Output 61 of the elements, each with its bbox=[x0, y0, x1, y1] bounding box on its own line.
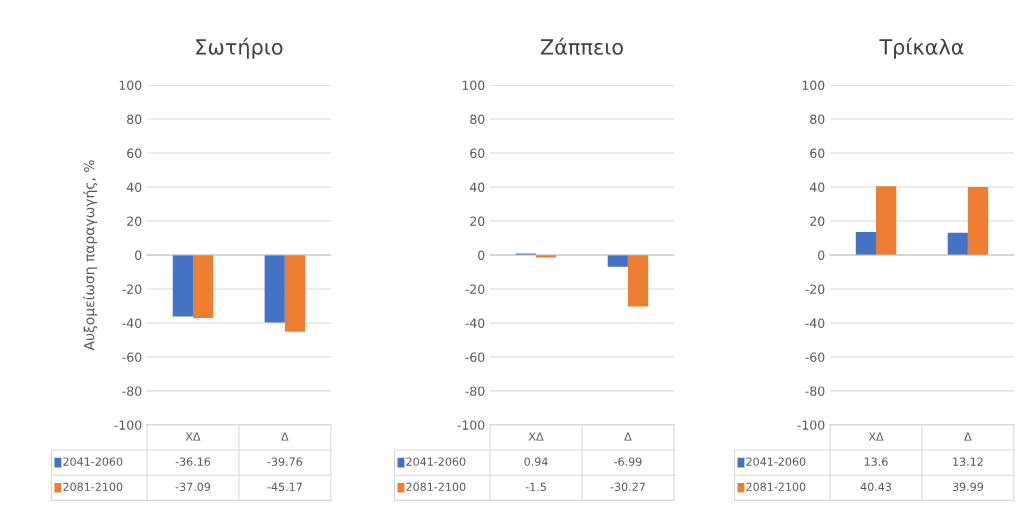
data-label: 39.99 bbox=[952, 482, 984, 491]
data-label: -6.99 bbox=[614, 457, 642, 466]
data-label: -36.16 bbox=[175, 457, 211, 466]
y-tick-label: -20 bbox=[465, 284, 485, 294]
legend-label: 2081-2100 bbox=[63, 482, 123, 491]
y-tick-label: -60 bbox=[805, 352, 825, 362]
data-label: -30.27 bbox=[610, 482, 645, 491]
y-tick-label: -100 bbox=[797, 420, 825, 430]
y-tick-label: -80 bbox=[805, 386, 825, 396]
y-tick-label: -80 bbox=[122, 386, 142, 396]
legend-label: 2041-2060 bbox=[746, 457, 806, 466]
data-label: -1.5 bbox=[525, 482, 546, 491]
y-tick-label: -40 bbox=[465, 318, 485, 328]
y-tick-label: -20 bbox=[122, 284, 142, 294]
y-tick-label: 0 bbox=[478, 250, 485, 260]
y-tick-label: 80 bbox=[470, 114, 485, 124]
y-tick-label: 80 bbox=[127, 114, 142, 124]
y-tick-label: -60 bbox=[122, 352, 142, 362]
legend-label: 2081-2100 bbox=[406, 482, 466, 491]
data-label: -37.09 bbox=[175, 482, 211, 491]
y-axis-title: Αυξομείωση παραγωγής, % bbox=[83, 160, 98, 351]
y-tick-label: -100 bbox=[114, 420, 142, 430]
y-tick-label: 20 bbox=[810, 216, 825, 226]
x-tick-label: Δ bbox=[624, 432, 632, 441]
y-tick-label: 40 bbox=[126, 182, 142, 192]
legend-label: 2081-2100 bbox=[746, 482, 806, 491]
y-tick-label: 80 bbox=[810, 114, 825, 124]
x-tick-label: Δ bbox=[964, 432, 972, 441]
x-tick-label: ΧΔ bbox=[185, 432, 201, 441]
y-tick-label: 0 bbox=[135, 250, 142, 260]
y-tick-label: 60 bbox=[810, 148, 825, 158]
y-tick-label: 100 bbox=[119, 80, 142, 91]
y-tick-label: -80 bbox=[465, 386, 485, 396]
y-tick-label: 60 bbox=[127, 148, 142, 158]
y-tick-label: -100 bbox=[457, 420, 485, 430]
y-tick-label: 100 bbox=[462, 80, 485, 91]
chart-title: Ζάππειο bbox=[540, 37, 623, 55]
data-label: 40.43 bbox=[860, 482, 892, 491]
legend-label: 2041-2060 bbox=[63, 457, 123, 466]
y-tick-label: 20 bbox=[127, 216, 142, 226]
y-tick-label: -60 bbox=[465, 352, 485, 362]
data-label: 0.94 bbox=[524, 457, 548, 466]
y-tick-label: 40 bbox=[809, 182, 825, 192]
x-tick-label: ΧΔ bbox=[868, 432, 884, 441]
y-tick-label: 100 bbox=[802, 80, 825, 91]
data-label: -45.17 bbox=[267, 482, 302, 491]
y-tick-label: 0 bbox=[818, 250, 825, 260]
y-tick-label: -40 bbox=[805, 318, 825, 328]
x-tick-label: Δ bbox=[281, 432, 289, 441]
data-label: 13.6 bbox=[864, 457, 888, 466]
legend-label: 2041-2060 bbox=[406, 457, 466, 466]
y-tick-label: 40 bbox=[469, 182, 485, 192]
chart-title: Σωτήριο bbox=[196, 37, 283, 59]
y-tick-label: -20 bbox=[805, 284, 825, 294]
data-label: 13.12 bbox=[953, 457, 983, 466]
data-label: -39.76 bbox=[267, 457, 303, 466]
chart-title: Τρίκαλα bbox=[879, 37, 964, 59]
y-tick-label: 20 bbox=[470, 216, 485, 226]
y-tick-label: -40 bbox=[122, 318, 142, 328]
y-tick-label: 60 bbox=[470, 148, 485, 158]
x-tick-label: ΧΔ bbox=[528, 432, 544, 441]
